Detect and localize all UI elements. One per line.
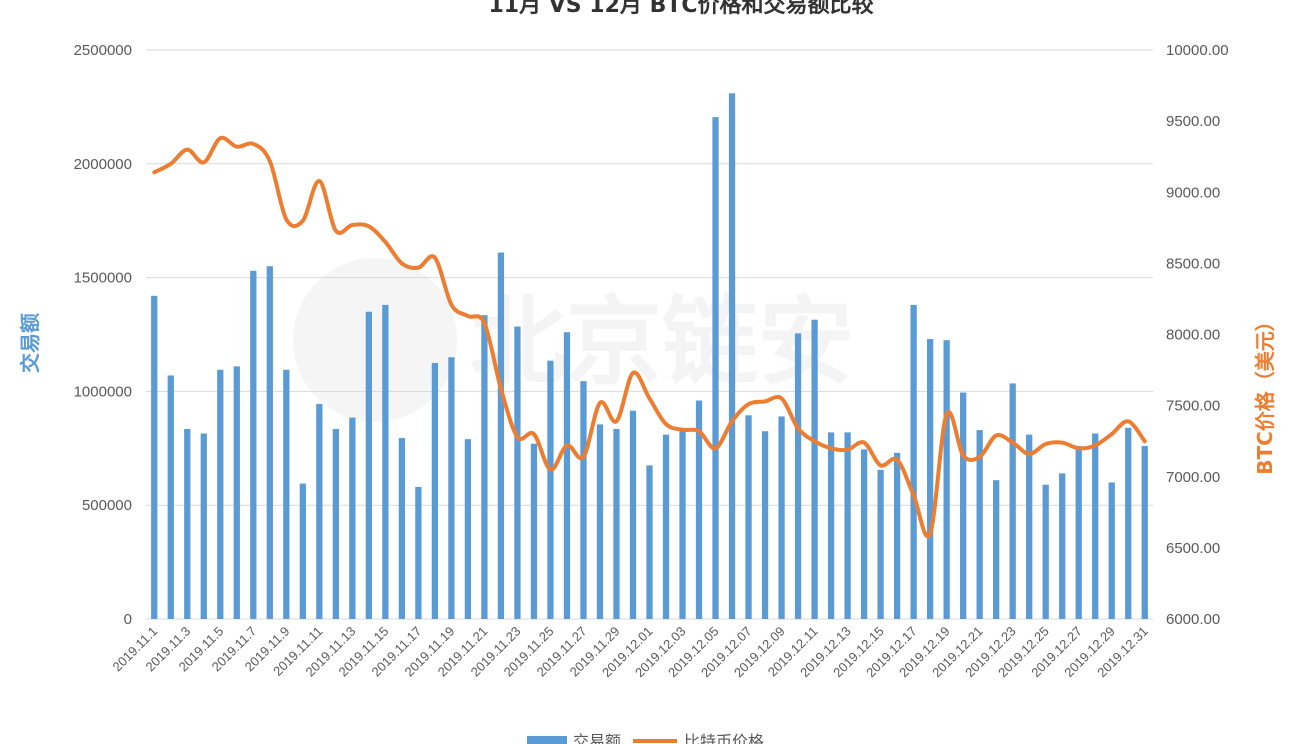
left-tick-label: 2500000 (74, 42, 132, 59)
bar (365, 311, 372, 619)
line-series-btc-price (152, 135, 1147, 539)
bar (233, 366, 240, 619)
bar (547, 360, 554, 619)
legend: 交易额 比特币价格 (527, 732, 764, 744)
bar (217, 369, 224, 619)
bar (464, 439, 472, 619)
right-tick-label: 9000.00 (1166, 184, 1220, 201)
bar (530, 443, 538, 619)
bar (910, 304, 917, 619)
watermark-text: 北京链安 (470, 286, 854, 398)
bar (332, 428, 339, 619)
bar (382, 304, 389, 619)
bar (893, 452, 901, 619)
bar (877, 469, 884, 619)
bar (514, 326, 521, 619)
bar (613, 428, 620, 619)
bar (580, 381, 587, 619)
bar (596, 424, 604, 619)
bar (712, 117, 719, 619)
bar (827, 432, 835, 619)
bar (728, 93, 736, 619)
watermark-logo (293, 258, 457, 422)
right-tick-label: 10000.00 (1166, 42, 1229, 59)
bar (283, 369, 290, 619)
bar (1059, 473, 1066, 619)
bar (745, 415, 752, 619)
bar (316, 403, 323, 619)
bar (200, 433, 207, 619)
bar (415, 486, 422, 619)
x-axis-ticks: 2019.11.12019.11.32019.11.52019.11.72019… (110, 624, 1151, 681)
bar (299, 483, 306, 619)
right-tick-label: 8500.00 (1166, 255, 1220, 272)
bar (761, 431, 769, 619)
bar (266, 266, 273, 619)
bar (662, 434, 670, 619)
bar (860, 449, 868, 619)
bar (646, 465, 653, 619)
bar (844, 432, 851, 619)
right-tick-label: 6500.00 (1166, 540, 1220, 557)
right-tick-label: 9500.00 (1166, 113, 1220, 130)
bar (563, 332, 571, 619)
right-axis-ticks: 6000.00 6500.00 7000.00 7500.00 8000.00 8500.… (1166, 42, 1229, 628)
bar (976, 430, 983, 619)
bar (1026, 434, 1033, 619)
bar (167, 375, 174, 619)
chart-title: 11月 VS 12月 BTC价格和交易额比较 (488, 0, 873, 18)
right-tick-label: 8000.00 (1166, 327, 1220, 344)
bar-series-trade-volume (151, 93, 1148, 619)
bar (184, 428, 191, 619)
legend-label-trade-volume: 交易额 (573, 732, 621, 744)
bar (1108, 482, 1115, 619)
left-tick-label: 0 (124, 611, 132, 628)
bar (811, 319, 818, 619)
bar (943, 340, 950, 619)
legend-label-btc-price: 比特币价格 (684, 732, 764, 744)
right-tick-label: 7000.00 (1166, 469, 1220, 486)
bar (250, 270, 257, 619)
bar (927, 339, 934, 619)
left-tick-label: 2000000 (74, 156, 132, 173)
bar (349, 417, 356, 619)
right-tick-label: 7500.00 (1166, 398, 1220, 415)
left-tick-label: 1500000 (74, 270, 132, 287)
bar (497, 252, 505, 619)
bar (960, 392, 967, 619)
bar (448, 357, 455, 619)
left-tick-label: 1000000 (74, 383, 132, 400)
bar (629, 410, 637, 619)
left-tick-label: 500000 (82, 497, 132, 514)
left-axis-ticks: 0 500000 1000000 1500000 2000000 2500000 (74, 42, 132, 628)
bar (1141, 446, 1148, 619)
bar (778, 416, 785, 619)
bar (993, 480, 1000, 619)
legend-swatch-trade-volume (527, 736, 567, 744)
bar (1042, 484, 1049, 619)
y-axis-right-label: BTC价格（美元） (1253, 311, 1277, 475)
bar (151, 295, 158, 619)
bar (1009, 383, 1016, 619)
right-tick-label: 6000.00 (1166, 611, 1220, 628)
y-axis-left-label: 交易额 (18, 313, 42, 373)
bar (1092, 433, 1099, 619)
bar (794, 333, 802, 619)
bar (695, 400, 703, 619)
bar (431, 362, 439, 619)
bar (679, 427, 686, 619)
bar (481, 315, 488, 619)
bar (1125, 427, 1132, 619)
bar (1075, 446, 1082, 619)
watermark: 北京链安 (293, 258, 854, 422)
bar (398, 438, 406, 619)
